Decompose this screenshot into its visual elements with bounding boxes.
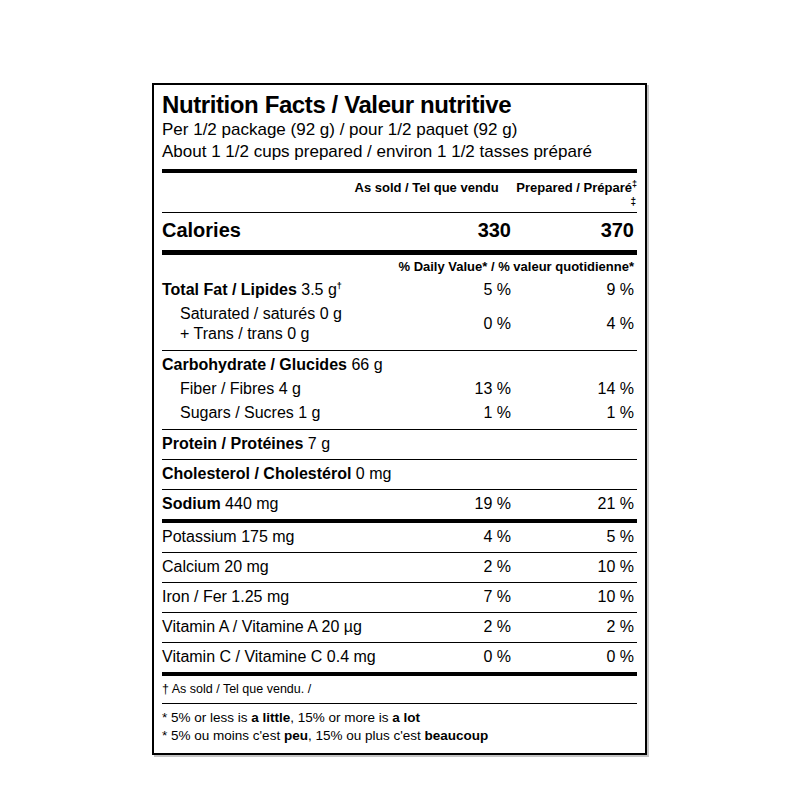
calories-row: Calories 330 370: [154, 213, 645, 250]
column-header-as-sold: As sold / Tel que vendu: [355, 180, 499, 195]
sugars-prepared: 1 %: [511, 403, 637, 423]
total-fat-row: Total Fat / Lipides 3.5 g† 5 % 9 %: [154, 278, 645, 302]
column-header-prepared: Prepared / Préparé‡: [516, 180, 637, 195]
vitamin-c-row: Vitamin C / Vitamine C 0.4 mg 0 % 0 %: [154, 643, 645, 672]
potassium-as-sold: 4 %: [396, 527, 511, 547]
label-header: Nutrition Facts / Valeur nutritive Per 1…: [154, 85, 645, 169]
trans-line: + Trans / trans 0 g: [180, 324, 396, 344]
saturated-trans-as-sold: 0 %: [396, 314, 511, 334]
carbohydrate-row: Carbohydrate / Glucides 66 g: [154, 353, 645, 377]
vitamin-a-label: Vitamin A / Vitamine A 20 µg: [162, 617, 396, 637]
iron-row: Iron / Fer 1.25 mg 7 % 10 %: [154, 583, 645, 612]
vitamin-a-prepared: 2 %: [511, 617, 637, 637]
saturated-trans-label: Saturated / saturés 0 g + Trans / trans …: [162, 304, 396, 344]
vitamin-a-row: Vitamin A / Vitamine A 20 µg 2 % 2 %: [154, 613, 645, 642]
column-headers: As sold / Tel que vendu Prepared / Prépa…: [154, 173, 645, 196]
sugars-as-sold: 1 %: [396, 403, 511, 423]
iron-as-sold: 7 %: [396, 587, 511, 607]
footnote-mark: ‡: [632, 179, 637, 189]
sodium-as-sold: 19 %: [396, 494, 511, 514]
page-background: Nutrition Facts / Valeur nutritive Per 1…: [0, 0, 800, 800]
daily-value-header: % Daily Value* / % valeur quotidienne*: [154, 255, 645, 276]
saturated-trans-prepared: 4 %: [511, 314, 637, 334]
calories-as-sold-value: 330: [396, 219, 511, 242]
vitamin-c-as-sold: 0 %: [396, 647, 511, 667]
serving-prepared-line: About 1 1/2 cups prepared / environ 1 1/…: [162, 141, 637, 163]
serving-size-line: Per 1/2 package (92 g) / pour 1/2 paquet…: [162, 119, 637, 141]
fiber-prepared: 14 %: [511, 379, 637, 399]
footnote-english: * 5% or less is a little, 15% or more is…: [162, 709, 637, 727]
calcium-as-sold: 2 %: [396, 557, 511, 577]
saturated-trans-row: Saturated / saturés 0 g + Trans / trans …: [154, 302, 645, 346]
calcium-label: Calcium 20 mg: [162, 557, 396, 577]
potassium-prepared: 5 %: [511, 527, 637, 547]
total-fat-prepared: 9 %: [511, 280, 637, 300]
cholesterol-label: Cholesterol / Cholestérol 0 mg: [162, 464, 637, 484]
label-title: Nutrition Facts / Valeur nutritive: [162, 90, 637, 119]
total-fat-as-sold: 5 %: [396, 280, 511, 300]
potassium-row: Potassium 175 mg 4 % 5 %: [154, 523, 645, 552]
iron-prepared: 10 %: [511, 587, 637, 607]
dagger-mark: †: [337, 281, 342, 291]
calories-label: Calories: [162, 219, 396, 242]
sodium-prepared: 21 %: [511, 494, 637, 514]
footnote-french: * 5% ou moins c'est peu, 15% ou plus c'e…: [162, 727, 637, 745]
protein-row: Protein / Protéines 7 g: [154, 430, 645, 459]
as-sold-footnote: † As sold / Tel que vendu. /: [154, 676, 645, 703]
fiber-label: Fiber / Fibres 4 g: [162, 379, 396, 399]
sodium-label: Sodium 440 mg: [162, 494, 396, 514]
carbohydrate-section: Carbohydrate / Glucides 66 g Fiber / Fib…: [154, 351, 645, 429]
daily-value-footnotes: * 5% or less is a little, 15% or more is…: [154, 704, 645, 753]
calories-prepared-value: 370: [511, 219, 637, 242]
fiber-row: Fiber / Fibres 4 g 13 % 14 %: [154, 377, 645, 401]
calcium-row: Calcium 20 mg 2 % 10 %: [154, 553, 645, 582]
vitamin-c-label: Vitamin C / Vitamine C 0.4 mg: [162, 647, 396, 667]
nutrition-facts-label: Nutrition Facts / Valeur nutritive Per 1…: [152, 83, 647, 755]
sugars-row: Sugars / Sucres 1 g 1 % 1 %: [154, 401, 645, 425]
carbohydrate-label: Carbohydrate / Glucides 66 g: [162, 355, 637, 375]
vitamin-a-as-sold: 2 %: [396, 617, 511, 637]
protein-label: Protein / Protéines 7 g: [162, 434, 637, 454]
fiber-as-sold: 13 %: [396, 379, 511, 399]
potassium-label: Potassium 175 mg: [162, 527, 396, 547]
cholesterol-row: Cholesterol / Cholestérol 0 mg: [154, 460, 645, 489]
iron-label: Iron / Fer 1.25 mg: [162, 587, 396, 607]
sodium-row: Sodium 440 mg 19 % 21 %: [154, 490, 645, 519]
fat-section: Total Fat / Lipides 3.5 g† 5 % 9 % Satur…: [154, 276, 645, 350]
sugars-label: Sugars / Sucres 1 g: [162, 403, 396, 423]
saturated-line: Saturated / saturés 0 g: [180, 304, 396, 324]
vitamin-c-prepared: 0 %: [511, 647, 637, 667]
total-fat-label: Total Fat / Lipides 3.5 g†: [162, 280, 396, 300]
wrapped-footnote-mark: ‡: [154, 196, 645, 212]
calcium-prepared: 10 %: [511, 557, 637, 577]
